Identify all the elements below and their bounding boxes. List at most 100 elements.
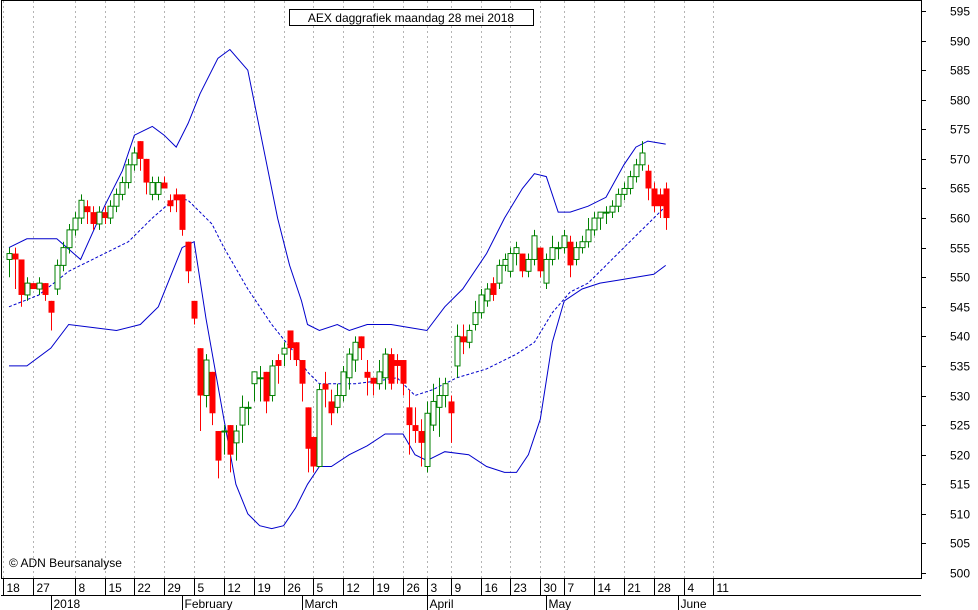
candle-50	[305, 407, 312, 473]
candle-body-58	[352, 341, 359, 361]
candle-108	[651, 182, 658, 213]
candle-body-37	[227, 425, 234, 455]
candle-5	[36, 277, 43, 295]
x-tick-label-20: 14	[598, 581, 612, 595]
candle-81	[490, 277, 497, 301]
x-tick-label-15: 9	[455, 581, 462, 595]
candle-body-6	[42, 283, 49, 295]
candle-3	[24, 277, 31, 301]
candle-0	[6, 247, 13, 278]
candle-80	[484, 283, 491, 307]
y-tick-label-525: 525	[950, 419, 970, 433]
candle-body-51	[310, 436, 317, 467]
candle-107	[645, 164, 652, 201]
candle-82	[496, 259, 503, 290]
plot-border	[1, 0, 922, 579]
x-tick-label-6: 5	[198, 581, 205, 595]
candle-21	[131, 147, 138, 171]
candle-body-103	[621, 187, 628, 195]
candle-37	[227, 425, 234, 473]
y-tick-label-540: 540	[950, 330, 970, 344]
candle-70	[424, 401, 431, 473]
x-tick-label-5: 29	[168, 581, 182, 595]
candle-77	[466, 324, 473, 349]
x-tick-label-12: 19	[377, 581, 391, 595]
candle-98	[591, 212, 598, 236]
candle-24	[149, 176, 156, 201]
candle-body-25	[155, 182, 162, 195]
candle-body-5	[36, 282, 43, 290]
y-tick-label-570: 570	[950, 153, 970, 167]
candle-body-106	[639, 152, 646, 166]
candle-body-52	[316, 389, 323, 468]
candle-63	[382, 348, 389, 390]
candle-body-43	[263, 371, 270, 402]
candle-body-84	[507, 253, 514, 272]
candle-29	[179, 194, 186, 236]
candle-59	[358, 336, 365, 361]
x-tick-label-11: 12	[347, 581, 361, 595]
candle-body-59	[358, 336, 365, 349]
candle-68	[412, 407, 419, 443]
candle-body-0	[6, 253, 13, 260]
candle-body-39	[239, 406, 246, 426]
candle-body-100	[603, 211, 610, 214]
candle-4	[30, 283, 37, 290]
candle-60	[364, 360, 371, 396]
candle-body-18	[113, 193, 120, 207]
y-tick-label-545: 545	[950, 301, 970, 315]
y-tick-label-535: 535	[950, 360, 970, 374]
candle-body-69	[418, 431, 425, 443]
candle-9	[60, 241, 67, 272]
x-tick-label-8: 19	[258, 581, 272, 595]
candle-25	[155, 176, 162, 201]
candle-78	[472, 300, 479, 331]
candle-86	[519, 253, 526, 278]
y-tick-label-565: 565	[950, 182, 970, 196]
candle-body-45	[275, 360, 282, 366]
title-frame	[289, 9, 534, 26]
x-tick-label-10: 5	[317, 581, 324, 595]
candle-27	[167, 194, 174, 213]
x-tick-label-3: 15	[109, 581, 123, 595]
candle-body-53	[322, 383, 329, 390]
candle-85	[513, 241, 520, 266]
candle-74	[448, 395, 455, 443]
bollinger-bands	[8, 48, 667, 530]
candle-body-61	[370, 377, 377, 384]
candle-body-7	[48, 300, 55, 313]
y-tick-label-580: 580	[950, 94, 970, 108]
candle-84	[507, 247, 514, 278]
candle-62	[376, 360, 383, 390]
candle-body-16	[102, 212, 109, 219]
candle-body-35	[215, 431, 222, 461]
candle-65	[394, 354, 401, 384]
candle-12	[78, 194, 85, 224]
x-tick-label-1: 27	[37, 581, 51, 595]
x-tick-label-17: 23	[514, 581, 528, 595]
candle-100	[603, 206, 610, 224]
candle-body-70	[424, 412, 431, 468]
candle-body-23	[143, 158, 150, 183]
candle-76	[460, 324, 467, 355]
candle-6	[42, 283, 49, 301]
month-label-4: May	[549, 597, 572, 610]
candle-67	[406, 389, 413, 455]
candle-109	[657, 188, 664, 219]
candle-body-105	[633, 164, 640, 178]
candle-body-14	[90, 212, 97, 224]
candle-91	[549, 235, 556, 266]
candle-body-104	[627, 176, 634, 189]
candle-body-68	[412, 425, 419, 432]
y-tick-label-585: 585	[950, 64, 970, 78]
x-tick-label-16: 16	[485, 581, 499, 595]
x-axis: 18 27 8 15 22 29 5 12 19 26 5 12 19 26 3 9 16 23 30 7 14 21 28…	[1, 578, 921, 610]
candle-52	[316, 383, 323, 468]
x-tick-label-7: 12	[228, 581, 242, 595]
candle-body-34	[209, 371, 216, 414]
month-label-1: February	[185, 597, 233, 610]
candle-69	[418, 419, 425, 467]
candle-body-19	[119, 182, 126, 195]
candle-body-91	[549, 247, 556, 260]
candle-body-76	[460, 336, 467, 343]
